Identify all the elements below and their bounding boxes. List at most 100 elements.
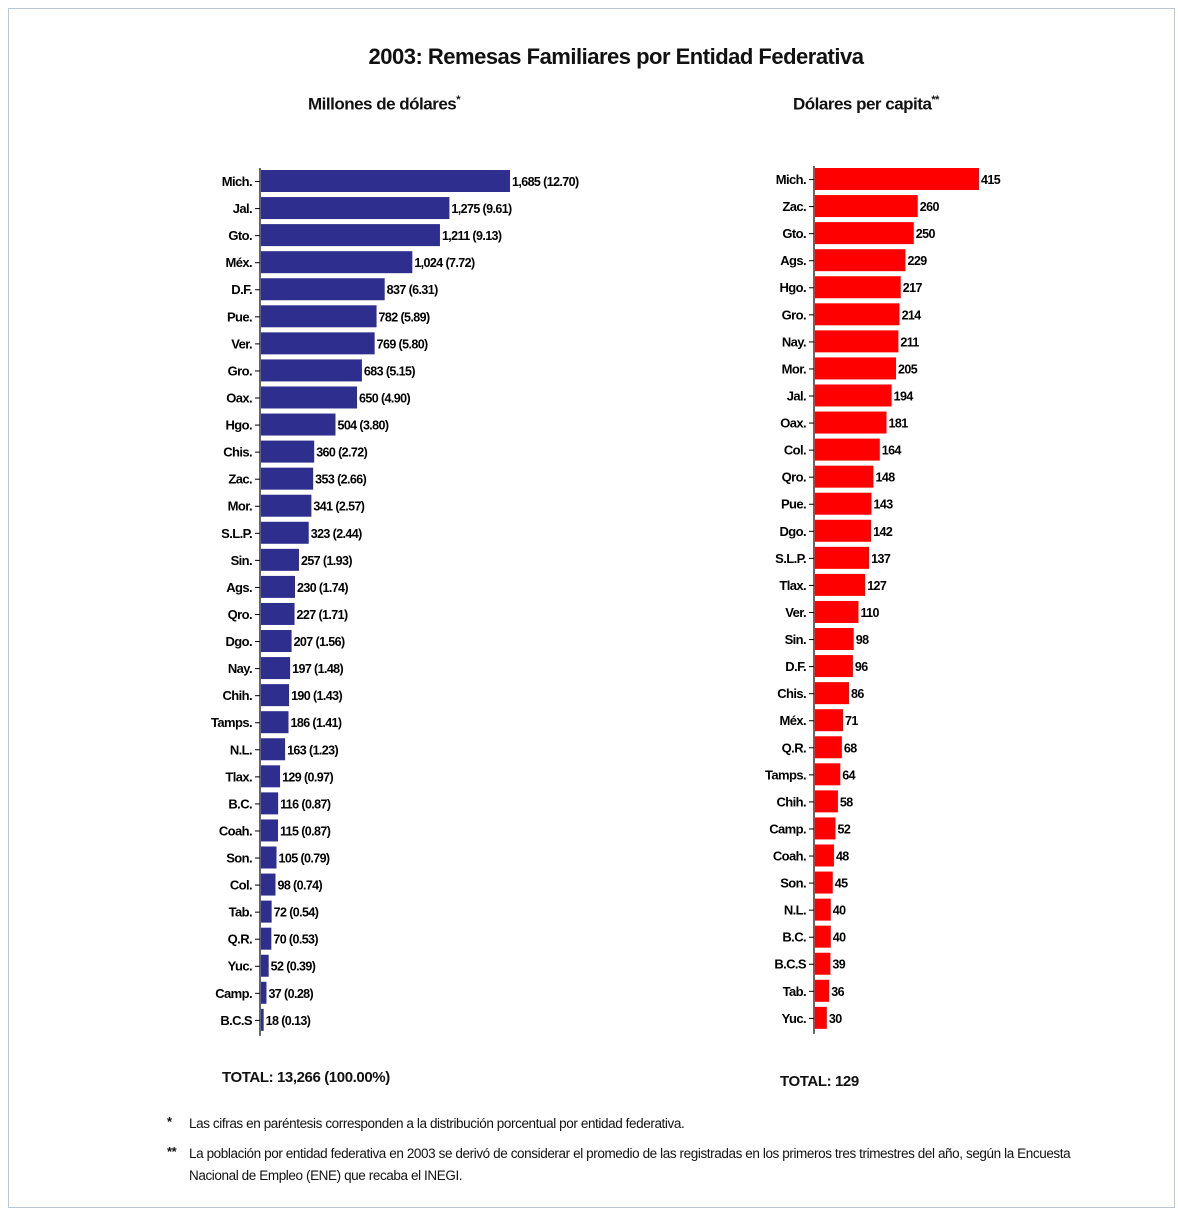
- right-bar: [815, 249, 906, 272]
- right-data-label: 164: [882, 444, 902, 458]
- left-data-label: 1,275 (9.61): [451, 202, 512, 216]
- left-bar: [261, 575, 295, 598]
- left-data-label: 323 (2.44): [311, 527, 362, 541]
- right-category-label: Gro.: [782, 307, 806, 322]
- right-data-label: 40: [833, 931, 846, 945]
- left-bar: [261, 657, 291, 680]
- right-category-label: Pue.: [781, 497, 806, 512]
- right-bar: [815, 330, 899, 353]
- left-data-label: 782 (5.89): [379, 310, 430, 324]
- right-data-label: 181: [889, 417, 909, 431]
- right-bar: [815, 628, 854, 651]
- right-category-label: Camp.: [769, 821, 806, 836]
- left-total-label: TOTAL: 13,266 (100.00%): [222, 1069, 390, 1086]
- left-bar: [261, 819, 278, 842]
- right-category-label: Chis.: [777, 686, 806, 701]
- left-subtitle-footnote-mark: *: [456, 94, 461, 106]
- left-bar: [261, 684, 290, 707]
- left-chart-subtitle: Millones de dólares*: [308, 94, 461, 115]
- right-data-label: 260: [920, 200, 940, 214]
- left-data-label: 353 (2.66): [315, 473, 366, 487]
- left-category-label: Pue.: [227, 309, 252, 324]
- left-bar: [261, 224, 440, 247]
- left-data-label: 129 (0.97): [282, 770, 333, 784]
- right-bar: [815, 519, 872, 542]
- right-bar: [815, 844, 834, 867]
- right-data-label: 148: [875, 471, 895, 485]
- left-bar: [261, 873, 276, 896]
- left-category-label: Chih.: [223, 688, 253, 703]
- right-category-label: Ver.: [785, 605, 806, 620]
- left-data-label: 115 (0.87): [280, 824, 331, 838]
- left-category-label: Coah.: [219, 823, 252, 838]
- right-category-label: S.L.P.: [775, 551, 806, 566]
- right-category-label: B.C.: [782, 930, 806, 945]
- left-category-label: S.L.P.: [221, 526, 252, 541]
- left-category-label: Sin.: [231, 553, 252, 568]
- left-subtitle-text: Millones de dólares: [308, 94, 457, 114]
- right-data-label: 30: [829, 1012, 842, 1026]
- left-category-label: Jal.: [233, 201, 252, 216]
- right-bar: [815, 871, 833, 894]
- left-data-label: 37 (0.28): [268, 987, 313, 1001]
- left-data-label: 190 (1.43): [291, 689, 342, 703]
- right-category-label: Ags.: [780, 253, 806, 268]
- right-bar: [815, 384, 892, 407]
- left-data-label: 186 (1.41): [290, 716, 341, 730]
- right-category-label: Col.: [784, 443, 806, 458]
- right-category-label: Sin.: [785, 632, 806, 647]
- right-bar: [815, 682, 849, 705]
- left-category-label: Col.: [230, 878, 252, 893]
- right-category-label: Coah.: [773, 849, 806, 864]
- left-bar: [261, 765, 281, 788]
- left-category-label: Dgo.: [226, 634, 252, 649]
- left-category-label: Tab.: [229, 905, 252, 920]
- left-category-label: B.C.: [228, 796, 252, 811]
- right-data-label: 205: [898, 362, 918, 376]
- left-data-label: 72 (0.54): [274, 906, 319, 920]
- right-data-label: 143: [874, 498, 894, 512]
- left-bar: [261, 467, 314, 490]
- right-category-label: Qro.: [782, 470, 806, 485]
- right-data-label: 45: [835, 877, 848, 891]
- chart-title: 2003: Remesas Familiares por Entidad Fed…: [368, 44, 864, 69]
- right-data-label: 211: [900, 335, 919, 349]
- right-data-label: 71: [845, 714, 858, 728]
- right-category-label: Chih.: [777, 794, 807, 809]
- left-category-label: Chis.: [223, 445, 252, 460]
- left-bar: [261, 413, 336, 436]
- left-category-label: B.C.S: [220, 1013, 253, 1028]
- right-bar: [815, 655, 853, 678]
- left-data-label: 1,024 (7.72): [414, 256, 475, 270]
- right-bar: [815, 898, 831, 921]
- left-data-label: 197 (1.48): [292, 662, 343, 676]
- right-bar: [815, 763, 841, 786]
- right-data-label: 98: [856, 633, 869, 647]
- left-category-label: Oax.: [226, 390, 252, 405]
- left-bar: [261, 197, 450, 220]
- left-bar: [261, 278, 385, 301]
- right-subtitle-footnote-mark: **: [931, 94, 939, 106]
- left-bar: [261, 981, 267, 1004]
- footnote-1-mark: *: [167, 1114, 172, 1129]
- right-category-label: Son.: [780, 876, 806, 891]
- left-data-label: 70 (0.53): [273, 933, 318, 947]
- left-bar: [261, 170, 510, 192]
- left-bar: [261, 602, 295, 625]
- right-category-label: Nay.: [782, 334, 806, 349]
- left-data-label: 98 (0.74): [277, 879, 322, 893]
- left-bar: [261, 386, 358, 409]
- left-data-label: 769 (5.80): [377, 337, 428, 351]
- right-category-label: Jal.: [787, 388, 806, 403]
- right-data-label: 52: [838, 822, 851, 836]
- right-category-label: Tamps.: [765, 767, 806, 782]
- left-data-label: 360 (2.72): [316, 446, 367, 460]
- left-bar: [261, 521, 309, 544]
- right-data-label: 48: [836, 850, 849, 864]
- right-bar: [815, 979, 830, 1002]
- left-category-label: Mor.: [228, 499, 252, 514]
- left-bar: [261, 494, 312, 517]
- right-data-label: 142: [873, 525, 893, 539]
- right-category-label: N.L.: [784, 903, 806, 918]
- right-bar: [815, 600, 859, 623]
